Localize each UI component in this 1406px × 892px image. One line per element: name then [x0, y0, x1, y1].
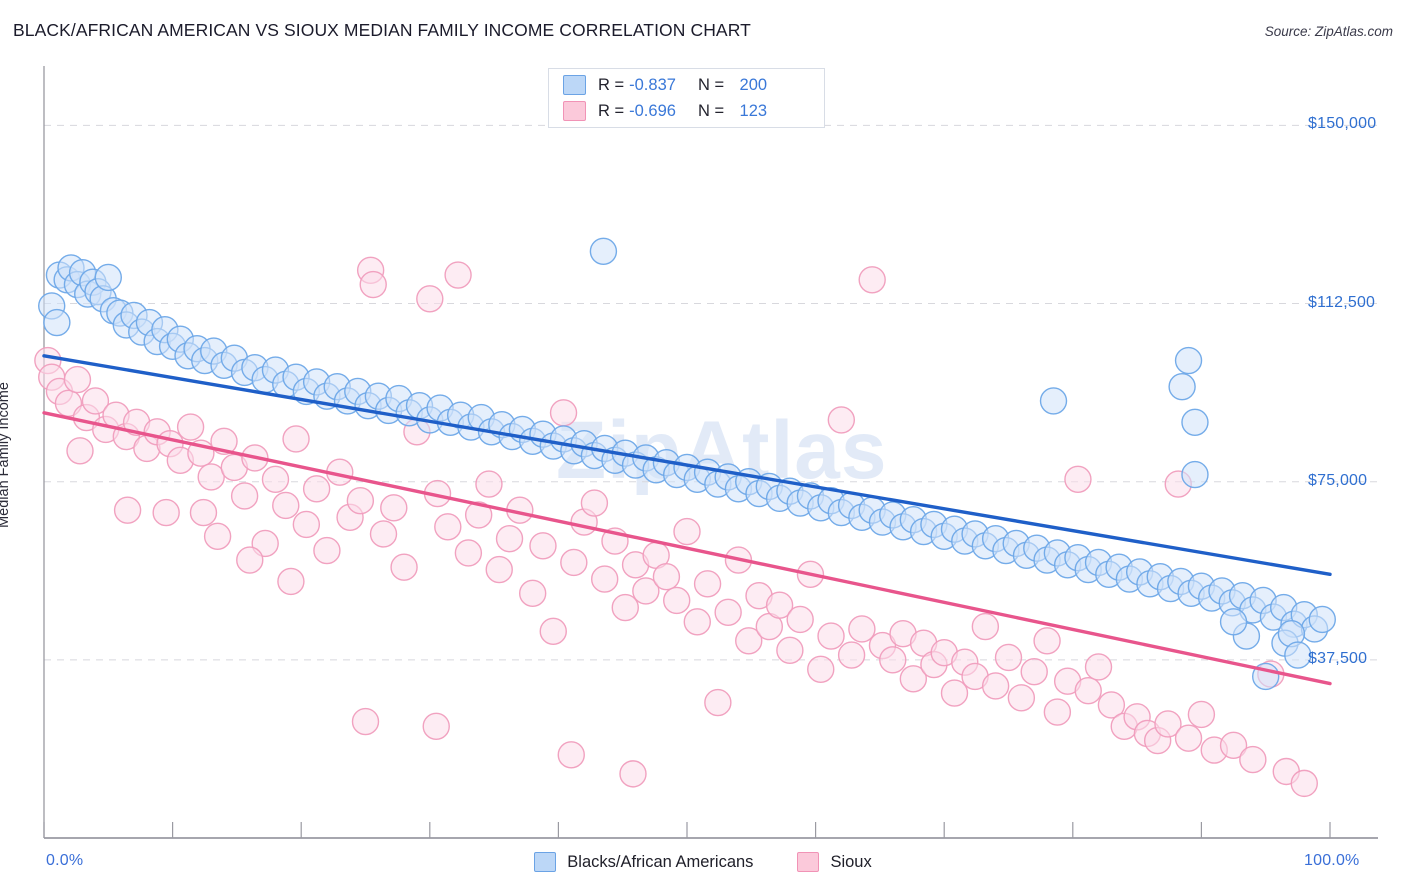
stat-n-value-pink: 123 — [739, 101, 768, 120]
legend-label-blue: Blacks/African Americans — [567, 852, 754, 871]
y-axis-title-text: Median Family Income — [0, 382, 12, 528]
y-tick-75000: $75,000 — [1308, 471, 1368, 489]
y-tick-37500: $37,500 — [1308, 649, 1368, 667]
legend-item-blacks-african-americans[interactable]: Blacks/African Americans — [534, 852, 753, 872]
stat-r-value-blue: -0.837 — [629, 75, 676, 94]
legend-label-pink: Sioux — [830, 852, 872, 871]
x-tick-left: 0.0% — [46, 852, 84, 869]
page-title: BLACK/AFRICAN AMERICAN VS SIOUX MEDIAN F… — [13, 20, 751, 40]
legend-item-sioux[interactable]: Sioux — [797, 852, 872, 872]
stat-swatch-pink — [563, 101, 586, 121]
legend-swatch-pink — [797, 852, 820, 872]
legend-swatch-blue — [534, 852, 557, 872]
y-tick-112500: $112,500 — [1308, 293, 1376, 311]
stat-r-value-pink: -0.696 — [629, 101, 676, 120]
stat-swatch-blue — [563, 75, 586, 95]
watermark: ZipAtlas — [556, 405, 888, 496]
stat-n-label-pink: N = — [697, 101, 725, 120]
correlation-stats-box: R = -0.837 N = 200 R = -0.696 N = 123 — [548, 68, 825, 128]
stat-n-label-blue: N = — [697, 75, 725, 94]
source-label: Source: ZipAtlas.com — [1264, 24, 1393, 39]
y-axis-title: Median Family Income — [0, 0, 16, 892]
stat-row-pink: R = -0.696 N = 123 — [549, 98, 824, 124]
chart-legend: Blacks/African Americans Sioux — [0, 852, 1406, 872]
stat-row-blue: R = -0.837 N = 200 — [549, 72, 824, 98]
stat-r-label-pink: R = — [598, 101, 625, 120]
stat-r-label-blue: R = — [598, 75, 625, 94]
x-tick-right: 100.0% — [1304, 852, 1360, 869]
stat-n-value-blue: 200 — [739, 75, 768, 94]
y-tick-150000: $150,000 — [1308, 115, 1377, 133]
